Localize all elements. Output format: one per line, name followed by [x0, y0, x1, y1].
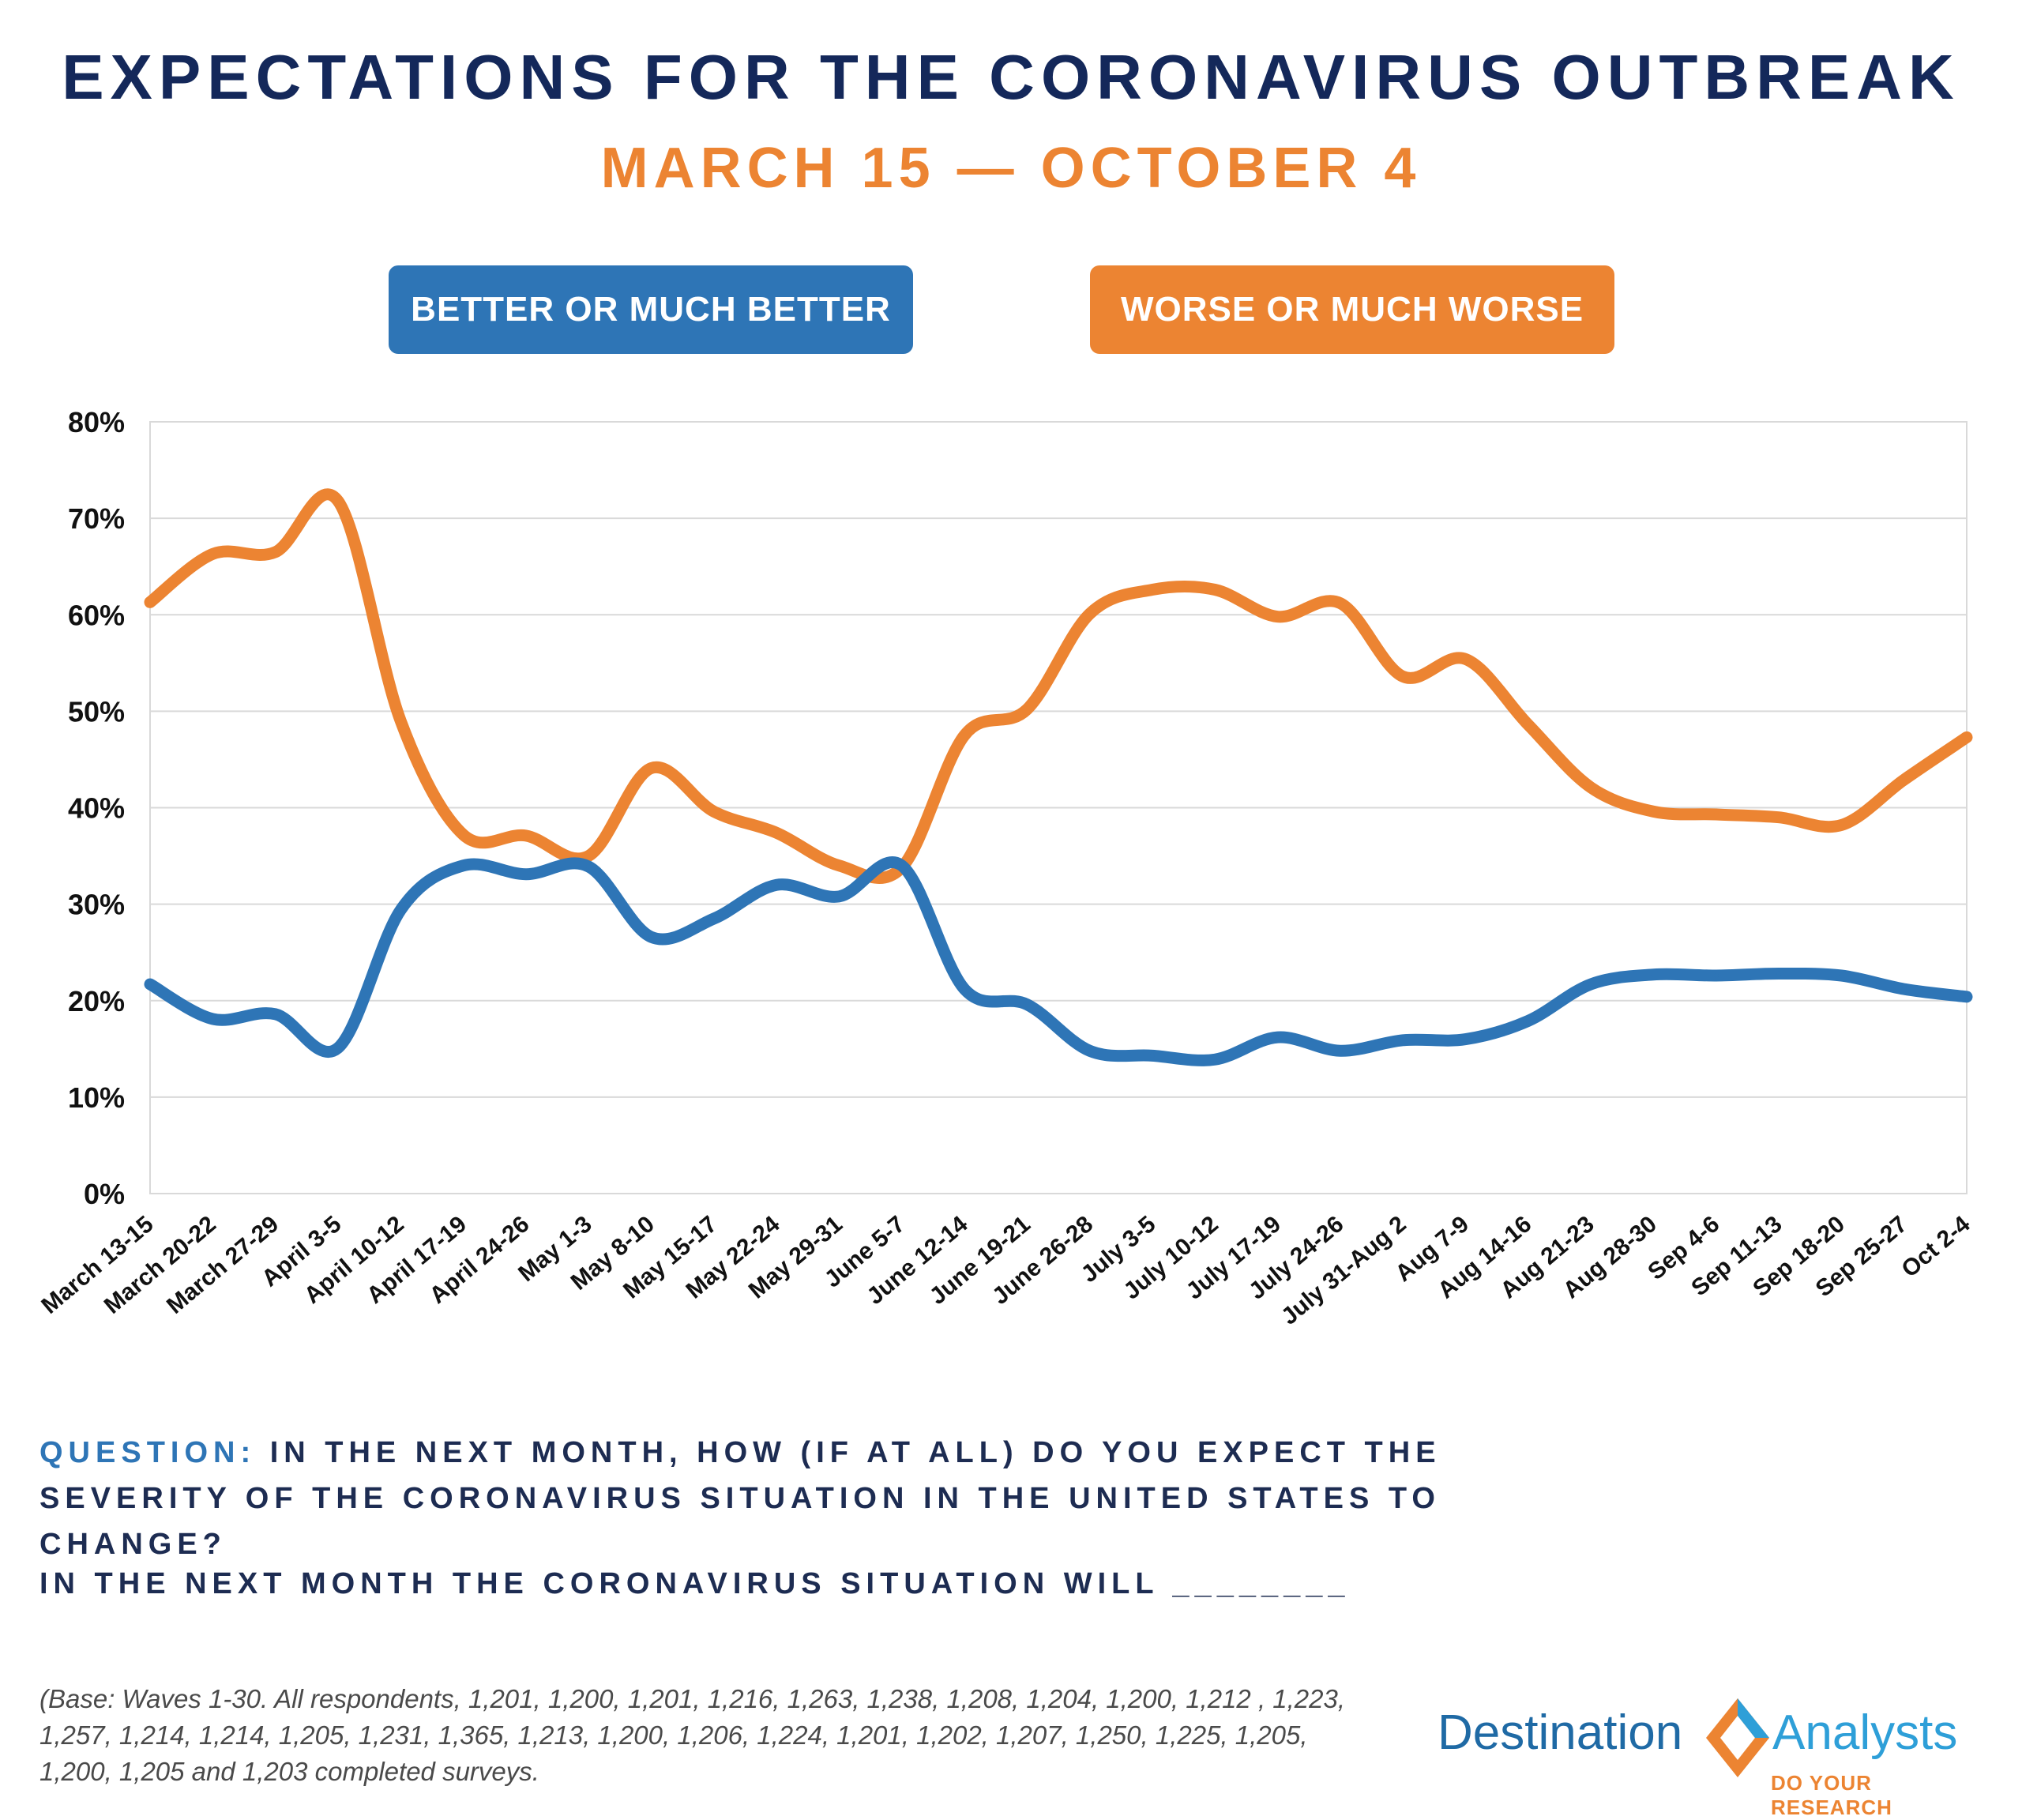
- data-point-worse: [1525, 722, 1531, 728]
- logo-text-analysts: Analysts: [1772, 1705, 1958, 1760]
- logo-diamond-icon: [1706, 1698, 1769, 1777]
- data-point-worse: [1400, 674, 1406, 679]
- y-tick-label: 60%: [68, 599, 125, 631]
- legend-worse: WORSE OR MUCH WORSE: [1090, 265, 1614, 354]
- data-point-better: [1337, 1048, 1343, 1054]
- data-point-better: [1588, 981, 1594, 987]
- data-point-worse: [962, 732, 968, 738]
- data-point-better: [398, 907, 404, 912]
- data-point-better: [460, 863, 466, 868]
- y-tick-label: 40%: [68, 792, 125, 825]
- data-point-better: [899, 863, 904, 868]
- data-point-worse: [1275, 614, 1280, 619]
- y-tick-label: 50%: [68, 695, 125, 728]
- y-tick-label: 20%: [68, 985, 125, 1017]
- y-tick-label: 10%: [68, 1081, 125, 1114]
- data-point-worse: [711, 809, 716, 814]
- data-point-better: [1651, 972, 1656, 977]
- data-point-worse: [460, 832, 466, 837]
- y-tick-label: 80%: [68, 406, 125, 438]
- data-point-worse: [1776, 814, 1782, 820]
- data-point-better: [1839, 972, 1844, 978]
- data-point-worse: [1588, 784, 1594, 790]
- data-point-better: [272, 1011, 278, 1017]
- question-label: QUESTION:: [39, 1436, 257, 1469]
- line-chart: 0%10%20%30%40%50%60%70%80%March 13-15Mar…: [36, 406, 1975, 1330]
- data-point-better: [1275, 1035, 1280, 1040]
- data-point-worse: [1212, 587, 1218, 592]
- data-point-better: [1776, 971, 1782, 976]
- data-point-worse: [1149, 587, 1155, 592]
- data-point-worse: [1713, 812, 1719, 818]
- data-point-worse: [1087, 611, 1092, 617]
- data-point-better: [1149, 1053, 1155, 1059]
- y-tick-label: 0%: [84, 1178, 125, 1210]
- data-point-better: [210, 1016, 216, 1021]
- data-point-worse: [648, 765, 654, 771]
- data-point-better: [962, 987, 968, 992]
- data-point-worse: [1901, 777, 1907, 783]
- data-point-better: [836, 893, 842, 899]
- y-tick-label: 30%: [68, 889, 125, 921]
- data-point-better: [148, 981, 152, 987]
- data-point-worse: [210, 551, 216, 557]
- data-point-worse: [1839, 822, 1844, 828]
- chart-subtitle: MARCH 15 — OCTOBER 4: [600, 137, 1422, 200]
- question-block: QUESTION: IN THE NEXT MONTH, HOW (IF AT …: [39, 1430, 1619, 1567]
- data-point-worse: [148, 600, 152, 605]
- data-point-worse: [1337, 600, 1343, 606]
- data-point-worse: [272, 549, 278, 555]
- data-point-better: [1525, 1018, 1531, 1024]
- logo-text-destination: Destination: [1438, 1705, 1683, 1760]
- data-point-better: [1964, 994, 1969, 999]
- series-line-worse: [144, 488, 1973, 884]
- data-point-better: [1463, 1036, 1468, 1042]
- data-point-better: [1087, 1048, 1092, 1054]
- data-point-worse: [586, 853, 592, 859]
- data-point-worse: [1964, 735, 1969, 740]
- data-point-worse: [836, 863, 842, 868]
- data-point-better: [523, 871, 528, 877]
- chart-title: EXPECTATIONS FOR THE CORONAVIRUS OUTBREA…: [62, 42, 1960, 112]
- y-tick-label: 70%: [68, 502, 125, 535]
- data-point-better: [1024, 1002, 1030, 1007]
- base-footnote: (Base: Waves 1-30. All respondents, 1,20…: [39, 1684, 1346, 1786]
- company-logo: Destination Analysts DO YOUR RESEARCH: [1438, 1698, 1990, 1819]
- question-fill-in: IN THE NEXT MONTH THE CORONAVIRUS SITUAT…: [39, 1567, 1351, 1600]
- logo-tagline: DO YOUR RESEARCH: [1771, 1771, 1892, 1819]
- data-point-better: [586, 863, 592, 869]
- data-point-worse: [398, 718, 404, 724]
- question-text: IN THE NEXT MONTH, HOW (IF AT ALL) DO YO…: [39, 1436, 1441, 1561]
- data-point-better: [648, 934, 654, 940]
- legend-better: BETTER OR MUCH BETTER: [389, 265, 913, 354]
- data-point-worse: [335, 498, 340, 504]
- data-point-better: [1212, 1057, 1218, 1062]
- x-tick-label: Oct 2-4: [1896, 1211, 1975, 1283]
- data-point-better: [711, 916, 716, 921]
- series-line-better: [144, 856, 1973, 1066]
- data-point-better: [335, 1045, 340, 1051]
- data-point-worse: [1651, 809, 1656, 814]
- data-point-worse: [523, 833, 528, 838]
- data-point-worse: [1463, 656, 1468, 662]
- data-point-better: [1400, 1037, 1406, 1043]
- data-point-better: [1901, 987, 1907, 992]
- data-point-worse: [1024, 706, 1030, 712]
- data-point-worse: [774, 830, 780, 836]
- data-point-better: [1713, 972, 1719, 978]
- data-point-better: [774, 882, 780, 888]
